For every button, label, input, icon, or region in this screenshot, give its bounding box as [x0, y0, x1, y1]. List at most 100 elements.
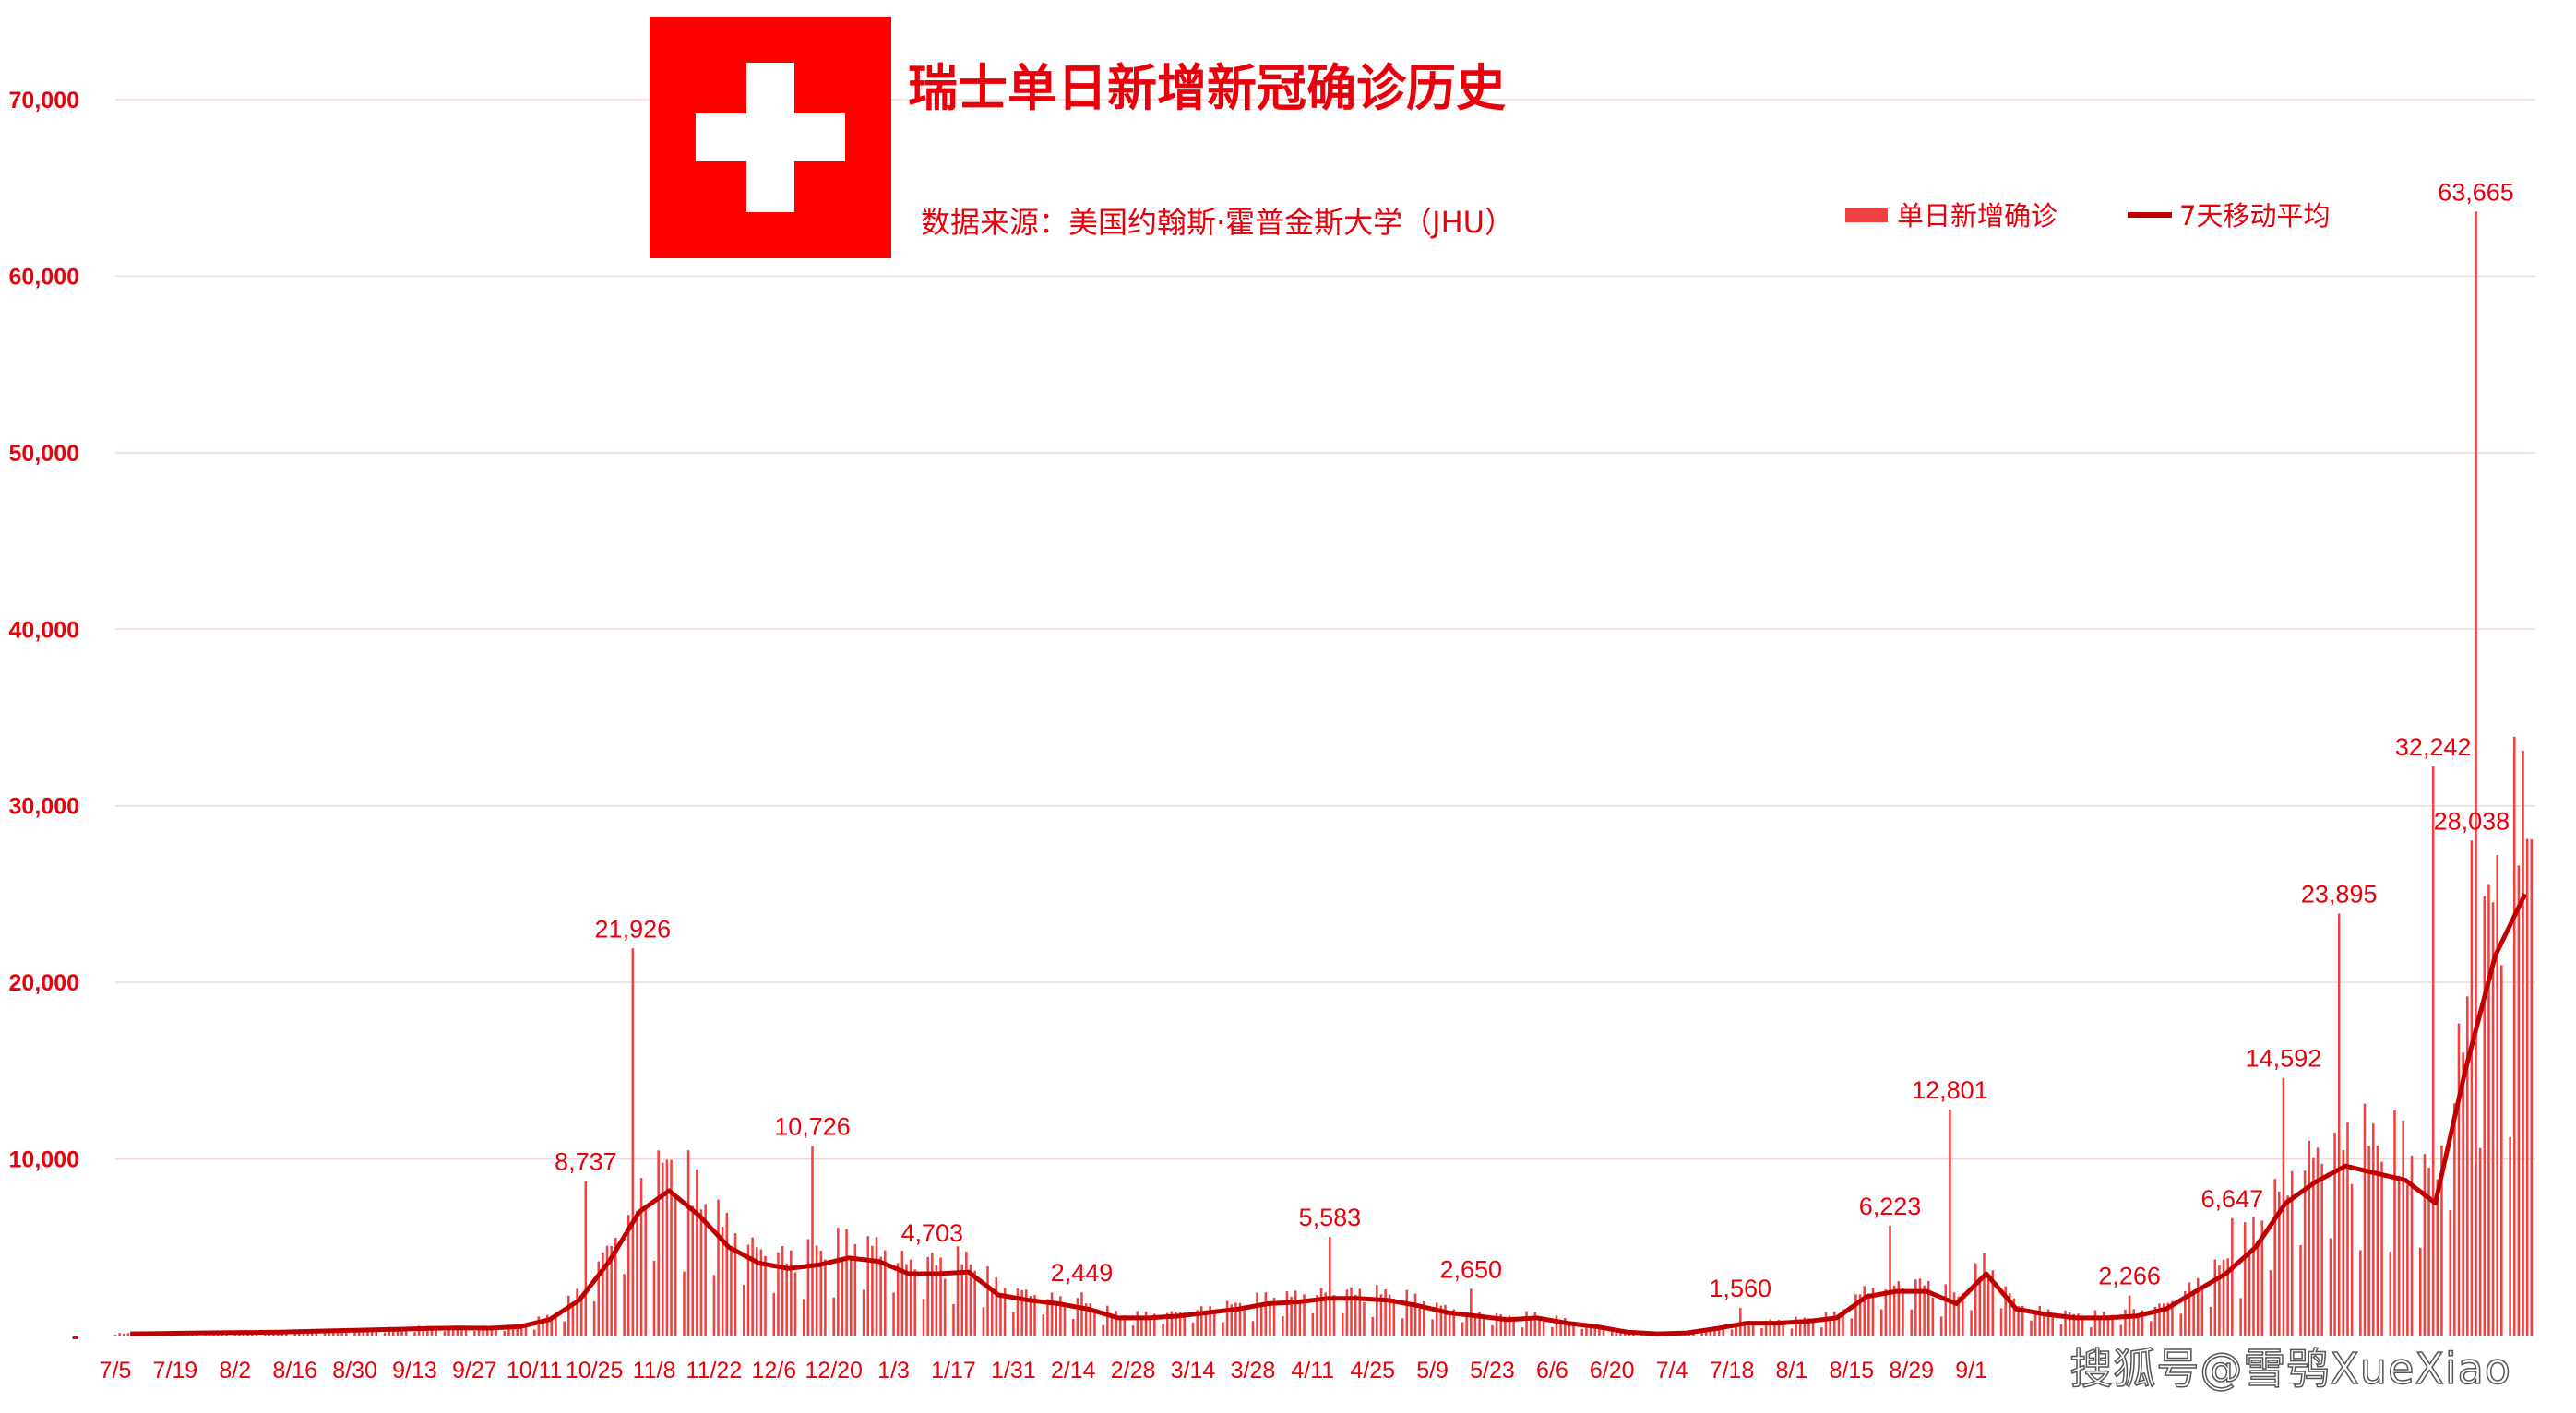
daily-case-bar [2367, 1146, 2370, 1336]
daily-case-bar [1324, 1292, 1327, 1336]
daily-case-bar [1986, 1279, 1990, 1336]
daily-case-bar [1949, 1109, 1951, 1336]
daily-case-bar [1405, 1289, 1409, 1336]
data-label: 8,737 [555, 1148, 617, 1176]
daily-case-bar [126, 1333, 130, 1336]
daily-case-bar [1089, 1303, 1092, 1336]
daily-case-bar [1568, 1324, 1571, 1336]
daily-case-bar [614, 1237, 617, 1336]
daily-case-bar [1115, 1311, 1117, 1336]
chart-subtitle: 数据来源：美国约翰斯·霍普金斯大学（JHU） [921, 205, 1514, 240]
daily-case-bar [1764, 1320, 1768, 1336]
daily-case-bar [1970, 1310, 1973, 1336]
daily-case-bar [1388, 1294, 1391, 1336]
x-tick-label: 9/27 [452, 1358, 497, 1383]
daily-case-bar [451, 1326, 455, 1336]
daily-case-bar [1363, 1302, 1366, 1336]
daily-case-bar [683, 1271, 686, 1336]
daily-case-bar [1709, 1328, 1712, 1336]
daily-case-bar [2106, 1315, 2110, 1336]
daily-case-bar [571, 1301, 575, 1336]
daily-case-bar [1448, 1310, 1451, 1336]
daily-case-bar [1431, 1319, 1434, 1336]
daily-case-bar [900, 1251, 904, 1336]
daily-case-bar [1029, 1296, 1032, 1336]
moving-average-polyline [130, 893, 2528, 1336]
x-tick-label: 6/20 [1590, 1358, 1635, 1383]
daily-case-bar [1837, 1315, 1841, 1336]
daily-case-bar [665, 1159, 669, 1336]
daily-case-bar [2162, 1303, 2165, 1336]
daily-case-bar [1717, 1327, 1721, 1336]
daily-case-bar [1016, 1288, 1020, 1336]
daily-case-bar [1542, 1316, 1545, 1336]
daily-case-bar [1170, 1311, 1174, 1336]
daily-case-bar [1563, 1318, 1567, 1336]
x-tick-label: 8/16 [272, 1358, 317, 1383]
daily-case-bar [691, 1205, 694, 1336]
x-tick-label: 10/25 [566, 1358, 624, 1383]
daily-case-bar [956, 1246, 960, 1336]
daily-case-bar [2478, 1147, 2482, 1336]
daily-case-bar [712, 1275, 716, 1336]
daily-case-bar [1191, 1322, 1195, 1336]
daily-case-bar [1931, 1297, 1935, 1336]
daily-case-bar [1243, 1307, 1246, 1336]
daily-case-bar [2500, 965, 2503, 1336]
daily-case-bar [542, 1319, 544, 1336]
daily-case-bar [662, 1162, 664, 1336]
daily-case-bar [1559, 1321, 1562, 1336]
daily-case-bar [1230, 1304, 1234, 1336]
daily-case-bar [2046, 1309, 2050, 1336]
daily-case-bar [1572, 1321, 1575, 1336]
y-tick-label: - [72, 1324, 79, 1349]
daily-case-bar [520, 1324, 523, 1336]
daily-case-bar [2320, 1163, 2323, 1336]
daily-case-bar [1790, 1328, 1794, 1336]
daily-case-bar [2252, 1217, 2255, 1336]
daily-case-bar [473, 1330, 476, 1336]
daily-case-bar [2017, 1306, 2020, 1336]
daily-case-bar [2342, 1149, 2345, 1336]
daily-case-bar [1747, 1320, 1750, 1336]
daily-case-bar [2077, 1313, 2080, 1336]
x-tick-label: 7/5 [100, 1358, 132, 1383]
daily-case-bar [464, 1326, 468, 1336]
daily-case-bar [1858, 1294, 1862, 1336]
daily-case-bar [1413, 1293, 1417, 1336]
daily-case-bar [422, 1328, 424, 1336]
x-tick-label: 4/11 [1291, 1358, 1334, 1383]
daily-case-bar [1345, 1289, 1349, 1336]
gridlines [115, 99, 2535, 1160]
daily-case-bar [2525, 838, 2529, 1336]
daily-case-bar [1521, 1327, 1524, 1336]
daily-case-bar [1140, 1315, 1143, 1336]
daily-case-bar [2200, 1289, 2204, 1336]
daily-case-bar [477, 1327, 481, 1336]
daily-case-bar [516, 1324, 519, 1336]
x-tick-label: 7/19 [153, 1358, 198, 1383]
daily-case-bar [2372, 1123, 2375, 1336]
daily-case-bar [2239, 1298, 2242, 1336]
daily-case-bar [824, 1259, 827, 1336]
daily-case-bar [1319, 1288, 1323, 1336]
data-label: 21,926 [595, 915, 672, 943]
daily-case-bar [1311, 1312, 1315, 1336]
daily-case-bar [837, 1228, 840, 1336]
daily-case-bar [1461, 1322, 1464, 1336]
daily-case-bar [1063, 1304, 1067, 1336]
daily-case-bar [1209, 1306, 1211, 1336]
daily-case-bar [2509, 1136, 2511, 1336]
daily-case-bar [2512, 736, 2516, 1336]
daily-case-bar [2012, 1298, 2016, 1336]
daily-case-bar [545, 1314, 549, 1336]
daily-case-bar [1760, 1327, 1763, 1336]
daily-case-bar [2308, 1140, 2311, 1336]
daily-case-bar [819, 1250, 823, 1336]
daily-case-bar [2248, 1253, 2251, 1336]
daily-case-bar [555, 1312, 557, 1336]
daily-case-bar [2453, 1103, 2456, 1336]
daily-case-bar [293, 1333, 296, 1336]
daily-case-bar [1269, 1301, 1271, 1336]
